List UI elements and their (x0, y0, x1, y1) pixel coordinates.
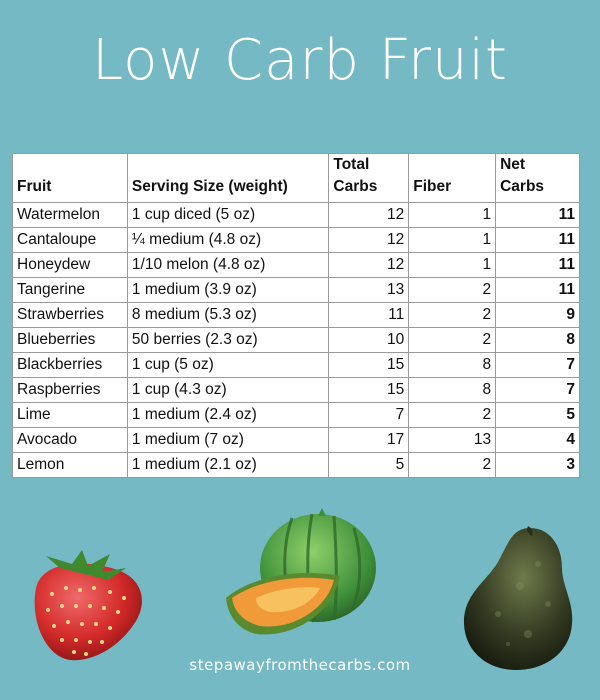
cell-total-carbs: 12 (328, 227, 410, 253)
cell-fiber: 1 (408, 252, 497, 278)
header-fruit: Fruit (12, 153, 128, 203)
cell-fruit: Lemon (12, 452, 128, 478)
cell-fruit: Avocado (12, 427, 128, 453)
cell-serving-size: 1 cup (5 oz) (126, 352, 330, 378)
cell-fruit: Blueberries (12, 327, 128, 353)
avocado-illustration (464, 526, 573, 670)
cell-net-carbs: 7 (495, 352, 580, 378)
table-body: Watermelon 1 cup diced (5 oz) 12 1 11 Cantalo… (12, 202, 580, 478)
cell-total-carbs: 13 (328, 277, 410, 303)
table-row: Cantaloupe ¼ medium (4.8 oz) 12 1 11 (12, 227, 580, 253)
cell-fiber: 2 (408, 452, 497, 478)
footer-url: stepawayfromthecarbs.com (189, 656, 411, 674)
cell-net-carbs: 11 (495, 202, 580, 228)
cell-net-carbs: 8 (495, 327, 580, 353)
table-row: Avocado 1 medium (7 oz) 17 13 4 (12, 427, 580, 453)
table-row: Blueberries 50 berries (2.3 oz) 10 2 8 (12, 327, 580, 353)
cell-total-carbs: 15 (328, 377, 410, 403)
cell-fiber: 8 (408, 377, 497, 403)
table-row: Tangerine 1 medium (3.9 oz) 13 2 11 (12, 277, 580, 303)
cell-net-carbs: 11 (495, 227, 580, 253)
cell-serving-size: 1 cup (4.3 oz) (126, 377, 330, 403)
cell-total-carbs: 17 (328, 427, 410, 453)
cell-serving-size: 8 medium (5.3 oz) (126, 302, 330, 328)
table-row: Strawberries 8 medium (5.3 oz) 11 2 9 (12, 302, 580, 328)
cell-serving-size: 1 medium (7 oz) (126, 427, 330, 453)
table-row: Lime 1 medium (2.4 oz) 7 2 5 (12, 402, 580, 428)
cell-net-carbs: 11 (495, 277, 580, 303)
cell-net-carbs: 5 (495, 402, 580, 428)
cell-total-carbs: 12 (328, 202, 410, 228)
cell-fruit: Raspberries (12, 377, 128, 403)
cell-net-carbs: 4 (495, 427, 580, 453)
cell-fruit: Strawberries (12, 302, 128, 328)
cell-fruit: Blackberries (12, 352, 128, 378)
cell-total-carbs: 10 (328, 327, 410, 353)
cell-net-carbs: 11 (495, 252, 580, 278)
cell-total-carbs: 12 (328, 252, 410, 278)
cell-fruit: Tangerine (12, 277, 128, 303)
cell-total-carbs: 7 (328, 402, 410, 428)
cell-fiber: 1 (408, 202, 497, 228)
table-row: Watermelon 1 cup diced (5 oz) 12 1 11 (12, 202, 580, 228)
cell-total-carbs: 5 (328, 452, 410, 478)
cell-net-carbs: 7 (495, 377, 580, 403)
table-row: Blackberries 1 cup (5 oz) 15 8 7 (12, 352, 580, 378)
table-row: Raspberries 1 cup (4.3 oz) 15 8 7 (12, 377, 580, 403)
table-row: Honeydew 1/10 melon (4.8 oz) 12 1 11 (12, 252, 580, 278)
cell-fruit: Cantaloupe (12, 227, 128, 253)
cell-fiber: 1 (408, 227, 497, 253)
melon-illustration (226, 508, 376, 635)
cell-fiber: 2 (408, 277, 497, 303)
cell-serving-size: 1 medium (3.9 oz) (126, 277, 330, 303)
cell-fiber: 2 (408, 327, 497, 353)
cell-fiber: 13 (408, 427, 497, 453)
header-net-carbs: Net Carbs (495, 153, 580, 203)
cell-serving-size: ¼ medium (4.8 oz) (126, 227, 330, 253)
cell-fiber: 2 (408, 302, 497, 328)
cell-total-carbs: 15 (328, 352, 410, 378)
cell-serving-size: 1/10 melon (4.8 oz) (126, 252, 330, 278)
cell-fiber: 8 (408, 352, 497, 378)
page-title: Low Carb Fruit (91, 28, 509, 93)
cell-serving-size: 50 berries (2.3 oz) (126, 327, 330, 353)
cell-serving-size: 1 medium (2.1 oz) (126, 452, 330, 478)
cell-fruit: Honeydew (12, 252, 128, 278)
cell-net-carbs: 3 (495, 452, 580, 478)
cell-fruit: Watermelon (12, 202, 128, 228)
table-row: Lemon 1 medium (2.1 oz) 5 2 3 (12, 452, 580, 478)
header-fiber: Fiber (408, 153, 497, 203)
cell-net-carbs: 9 (495, 302, 580, 328)
table-header-row: Fruit Serving Size (weight) Total Carbs … (12, 153, 580, 203)
header-serving-size: Serving Size (weight) (126, 153, 330, 203)
cell-fruit: Lime (12, 402, 128, 428)
header-total-carbs: Total Carbs (328, 153, 410, 203)
cell-serving-size: 1 medium (2.4 oz) (126, 402, 330, 428)
carb-table: Fruit Serving Size (weight) Total Carbs … (12, 153, 580, 478)
cell-serving-size: 1 cup diced (5 oz) (126, 202, 330, 228)
strawberry-illustration (34, 550, 142, 661)
cell-total-carbs: 11 (328, 302, 410, 328)
cell-fiber: 2 (408, 402, 497, 428)
